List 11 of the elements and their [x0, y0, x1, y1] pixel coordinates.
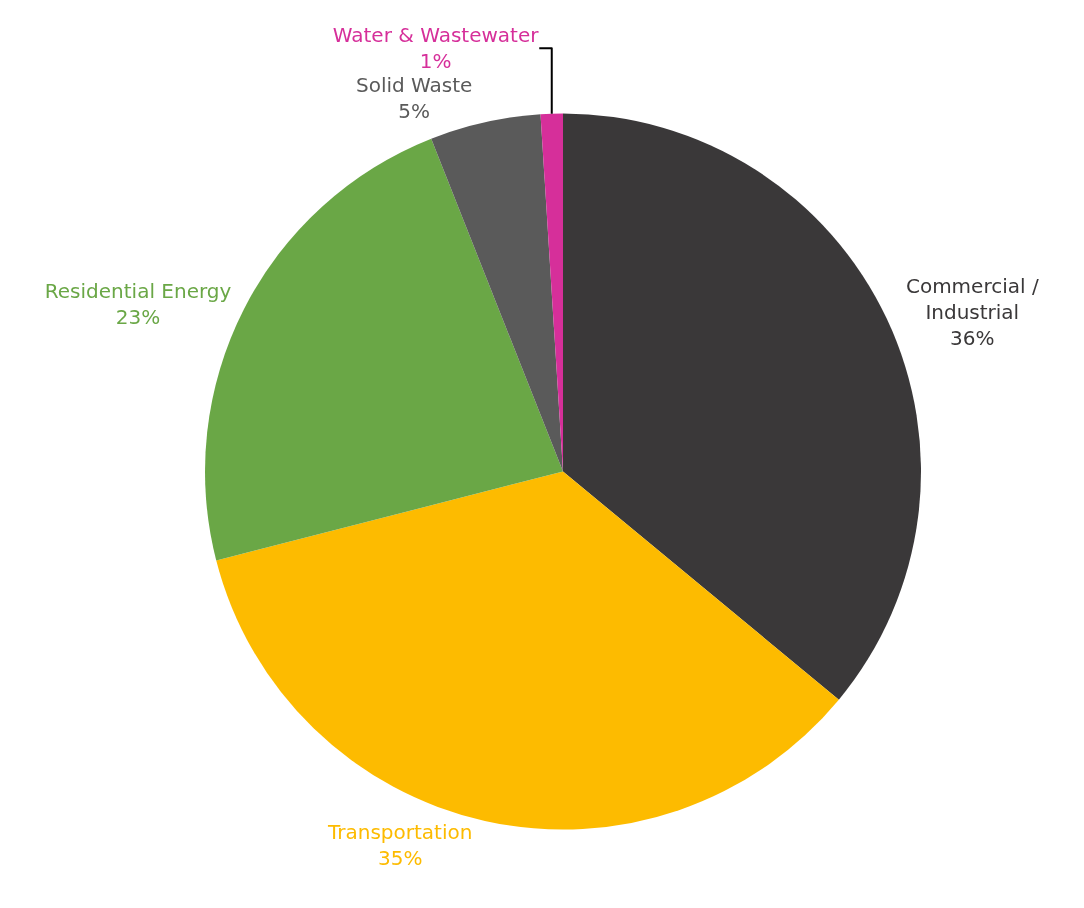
- slice-label: Water & Wastewater: [332, 23, 540, 48]
- pie-slice: [431, 114, 563, 472]
- slice-label: Residential Energy: [44, 278, 232, 303]
- data-label: 5%: [398, 99, 431, 124]
- data-label: 1%: [419, 49, 452, 74]
- slice-label: Solid Waste: [355, 73, 473, 98]
- slice-label: Commercial / Industrial: [905, 274, 1039, 325]
- data-label: 36%: [950, 326, 995, 351]
- data-label: 23%: [115, 304, 161, 329]
- data-label: 35%: [377, 845, 423, 870]
- slice-label: Transportation: [326, 819, 473, 844]
